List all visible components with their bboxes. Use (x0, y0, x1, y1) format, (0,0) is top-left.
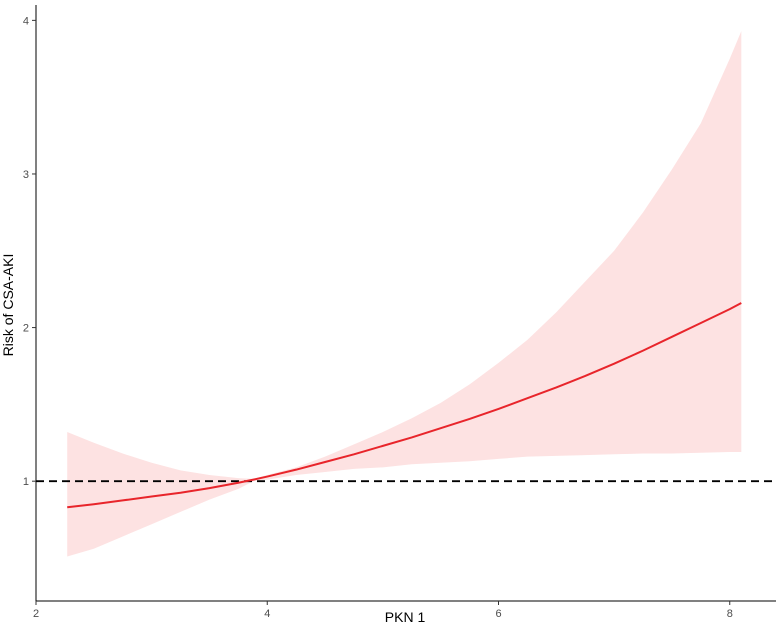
x-tick-label: 4 (264, 608, 270, 620)
risk-curve-line (67, 302, 742, 509)
y-tick-label: 4 (23, 15, 29, 27)
y-tick-label: 2 (23, 323, 29, 335)
y-axis-title: Risk of CSA-AKI (0, 254, 16, 357)
y-tick-label: 3 (23, 169, 29, 181)
x-axis-title: PKN 1 (385, 609, 426, 625)
y-tick-label: 1 (23, 476, 29, 488)
confidence-band (67, 31, 742, 557)
x-tick-label: 2 (33, 608, 39, 620)
x-tick-label: 8 (727, 608, 733, 620)
x-tick-label: 6 (495, 608, 501, 620)
